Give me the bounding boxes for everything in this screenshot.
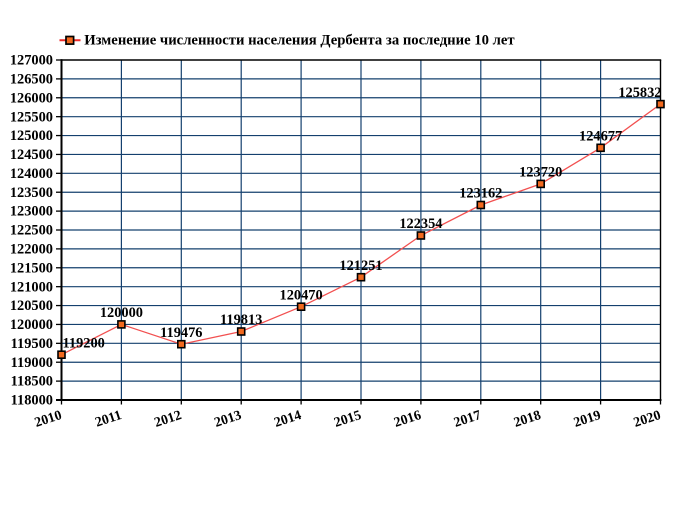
svg-text:119000: 119000: [11, 355, 53, 371]
svg-text:118000: 118000: [11, 393, 53, 409]
svg-text:119813: 119813: [220, 312, 262, 328]
svg-text:122354: 122354: [399, 216, 442, 232]
svg-text:125832: 125832: [618, 85, 661, 101]
svg-text:124677: 124677: [579, 129, 622, 145]
svg-text:126000: 126000: [10, 90, 53, 106]
svg-text:123720: 123720: [519, 165, 562, 181]
svg-text:122500: 122500: [10, 223, 53, 239]
svg-text:126500: 126500: [10, 71, 53, 87]
svg-text:123000: 123000: [10, 204, 53, 220]
svg-text:119476: 119476: [160, 325, 202, 341]
svg-text:119200: 119200: [63, 335, 105, 351]
svg-text:121000: 121000: [10, 279, 53, 295]
svg-text:125000: 125000: [10, 128, 53, 144]
svg-text:124000: 124000: [10, 166, 53, 182]
svg-text:121500: 121500: [10, 260, 53, 276]
svg-text:122000: 122000: [10, 241, 53, 257]
svg-text:120500: 120500: [10, 298, 53, 314]
svg-text:120000: 120000: [10, 317, 53, 333]
svg-text:120470: 120470: [280, 287, 323, 303]
svg-text:120000: 120000: [100, 305, 143, 321]
svg-text:121251: 121251: [339, 258, 382, 274]
svg-text:123162: 123162: [459, 186, 502, 202]
svg-text:123500: 123500: [10, 185, 53, 201]
svg-text:118500: 118500: [11, 374, 53, 390]
svg-text:119500: 119500: [11, 336, 53, 352]
svg-text:125500: 125500: [10, 109, 53, 125]
svg-text:124500: 124500: [10, 147, 53, 163]
svg-text:127000: 127000: [10, 53, 53, 69]
svg-text:Изменение численности населени: Изменение численности населения Дербента…: [84, 33, 515, 49]
